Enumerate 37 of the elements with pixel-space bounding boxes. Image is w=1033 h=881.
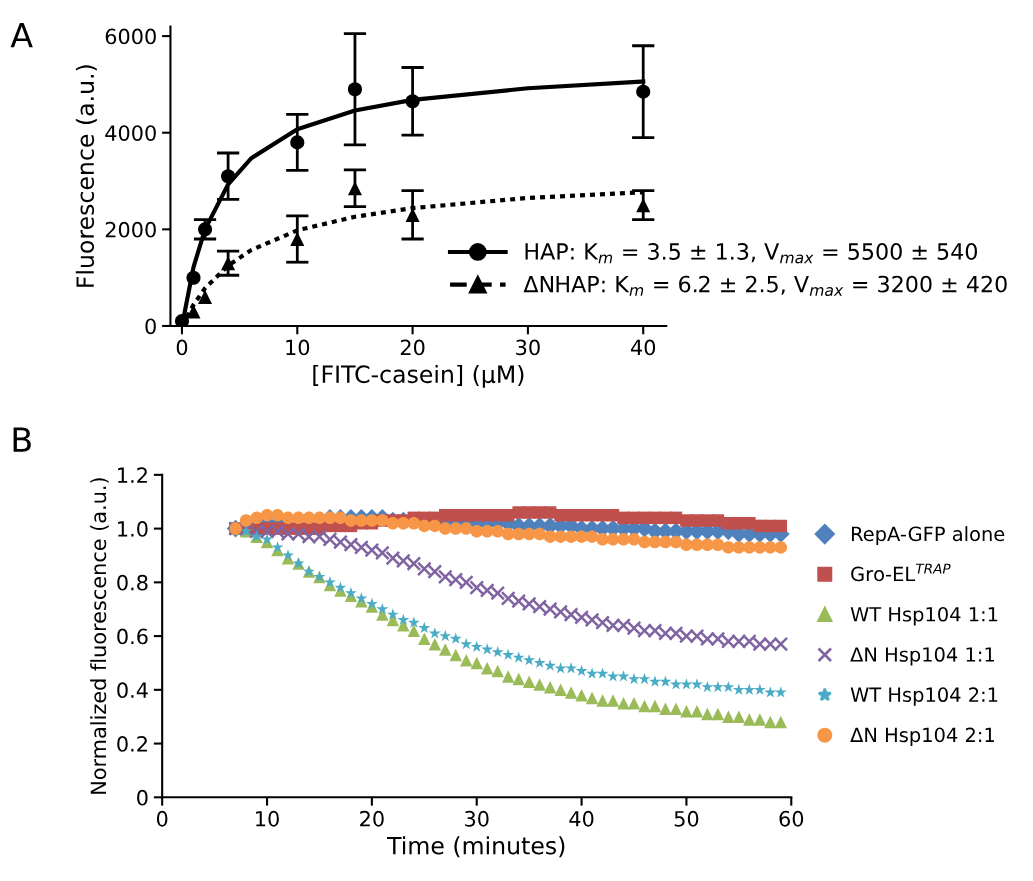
legend-label: RepA-GFP alone — [851, 526, 1005, 545]
legend-label: WT Hsp104 1:1 — [850, 606, 998, 626]
legend-label: ΔN Hsp104 2:1 — [850, 727, 994, 747]
legend-label: ΔNHAP: K$_{m}$ = 6.2 ± 2.5, V$_{max}$ = 3200 ± 420 — [523, 275, 1007, 297]
y-tick-label: 0 — [137, 789, 148, 806]
x-tick-label: 50 — [674, 810, 699, 827]
y-tick-label: 6000 — [105, 28, 156, 45]
y-tick-label: 4000 — [105, 125, 156, 141]
x-axis-title: [FITC-casein] (μM) — [313, 364, 524, 388]
x-tick-label: 20 — [360, 810, 384, 827]
x-tick-label: 20 — [400, 339, 425, 356]
y-tick-label: 0.2 — [117, 736, 147, 752]
x-tick-label: 40 — [569, 810, 594, 827]
x-tick-label: 0 — [176, 339, 188, 356]
y-tick-label: 0.8 — [117, 574, 148, 591]
x-tick-label: 30 — [465, 810, 489, 827]
y-tick-label: 0.4 — [117, 682, 148, 699]
y-tick-label: 0.6 — [117, 628, 148, 645]
legend-label: HAP: K$_{m}$ = 3.5 ± 1.3, V$_{max}$ = 5500 ± 540 — [525, 243, 977, 264]
y-axis-title: Normalized fluorescence (a.u.) — [90, 478, 109, 794]
text: B — [13, 427, 31, 452]
legend-label: Gro-EL$^{TRAP}$ — [851, 563, 951, 582]
x-tick-label: 40 — [630, 339, 656, 356]
y-tick-label: 2000 — [105, 221, 156, 238]
legend-label: ΔN Hsp104 1:1 — [850, 647, 994, 666]
x-tick-label: 60 — [779, 810, 804, 827]
y-tick-label: 0 — [145, 318, 156, 335]
x-tick-label: 0 — [156, 810, 168, 827]
y-tick-label: 1.2 — [118, 467, 147, 483]
x-tick-label: 10 — [256, 810, 279, 827]
x-tick-label: 30 — [516, 339, 540, 356]
x-axis-title: Time (minutes) — [387, 836, 565, 858]
x-tick-label: 10 — [286, 339, 310, 356]
y-tick-label: 1.0 — [118, 521, 148, 537]
text: A — [10, 23, 33, 48]
y-axis-title: Fluorescence (a.u.) — [75, 65, 97, 287]
legend-label: WT Hsp104 2:1 — [850, 687, 998, 706]
